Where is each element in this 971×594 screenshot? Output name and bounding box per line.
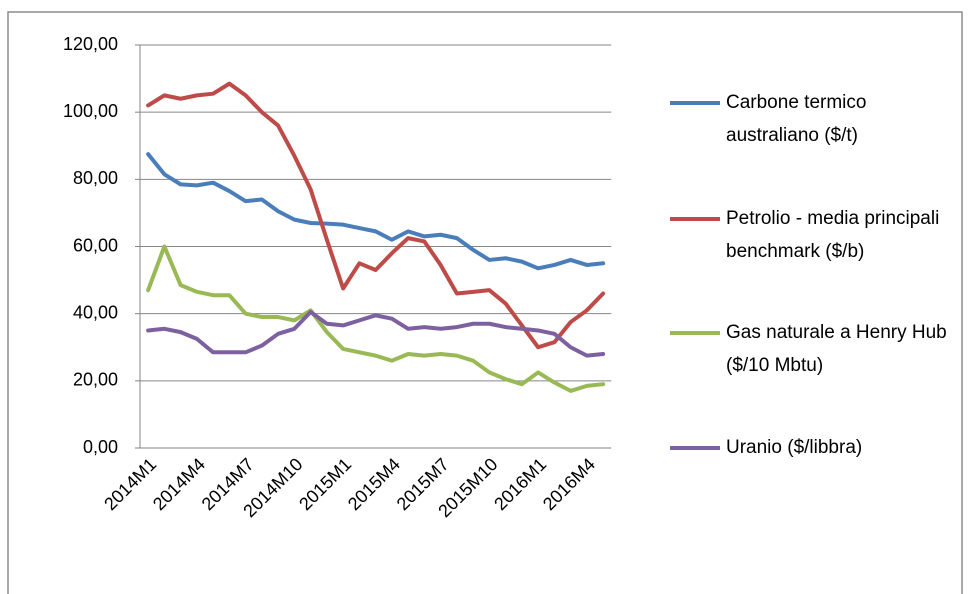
legend-entry: Gas naturale a Henry Hub ($/10 Mbtu) <box>670 316 970 382</box>
x-tick-label: 2015M1 <box>295 454 355 514</box>
legend-swatch <box>670 446 720 450</box>
chart-frame <box>7 11 963 594</box>
series-line <box>146 152 606 271</box>
y-tick-label: 80,00 <box>73 168 118 188</box>
y-tick-label: 40,00 <box>73 302 118 322</box>
x-tick-label: 2015M4 <box>344 454 404 514</box>
legend-label: Carbone termico australiano ($/t) <box>726 92 867 146</box>
y-tick-label: 20,00 <box>73 370 118 390</box>
legend-entry: Petrolio - media principali benchmark ($… <box>670 202 970 268</box>
y-tick-label: 60,00 <box>73 235 118 255</box>
legend-entry: Carbone termico australiano ($/t) <box>670 86 970 152</box>
x-tick-label: 2014M1 <box>100 454 160 514</box>
y-tick-label: 100,00 <box>63 101 118 121</box>
y-tick-label: 0,00 <box>83 437 118 457</box>
series-line <box>146 309 606 358</box>
x-tick-label: 2014M4 <box>149 454 209 514</box>
series-line <box>146 244 606 393</box>
legend-entry: Uranio ($/libbra) <box>670 431 970 464</box>
legend-label: Petrolio - media principali benchmark ($… <box>726 208 940 262</box>
legend-label: Uranio ($/libbra) <box>726 437 863 458</box>
legend-label: Gas naturale a Henry Hub ($/10 Mbtu) <box>726 322 947 376</box>
legend-swatch <box>670 331 720 335</box>
y-tick-label: 120,00 <box>63 34 118 54</box>
x-tick-label: 2016M4 <box>539 454 599 514</box>
legend-swatch <box>670 217 720 221</box>
series-line <box>146 81 606 350</box>
legend-swatch <box>670 101 720 105</box>
x-tick-label: 2016M1 <box>490 454 550 514</box>
